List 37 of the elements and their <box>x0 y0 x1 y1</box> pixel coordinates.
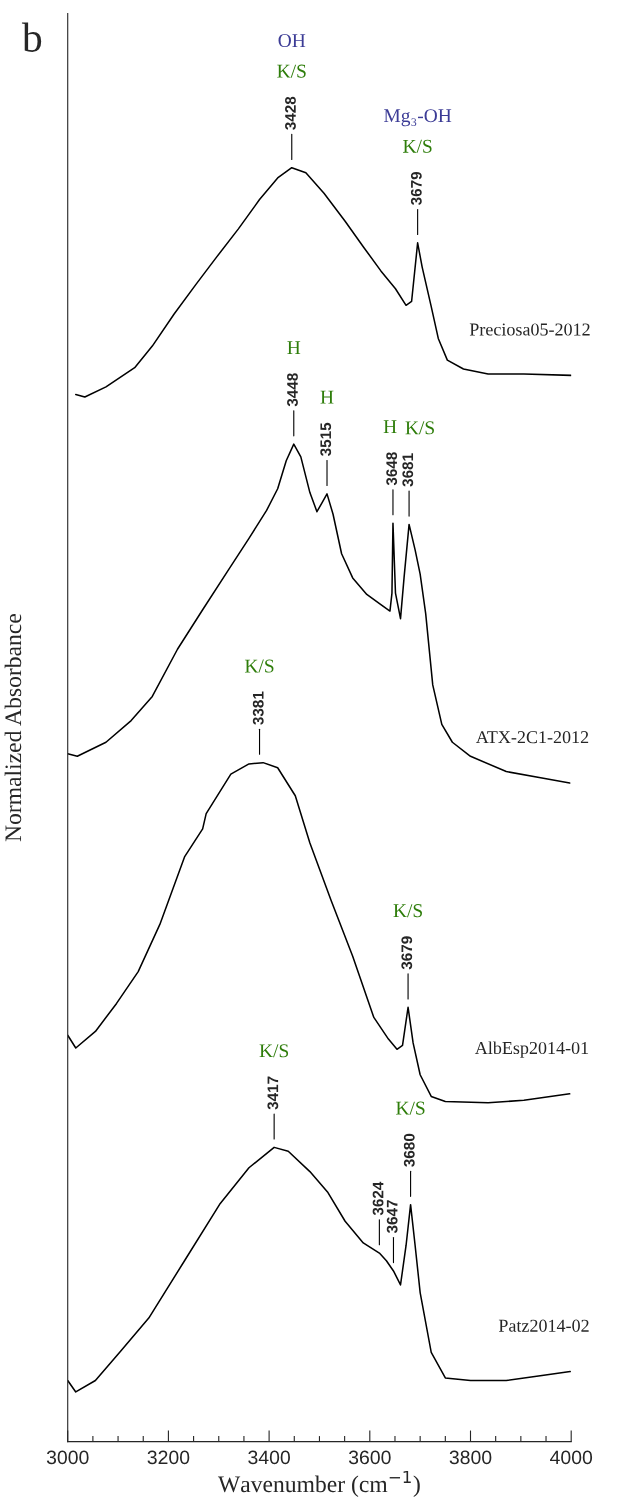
x-tick-label: 3000 <box>46 1450 89 1465</box>
annotation: K/S <box>244 659 274 673</box>
x-tick-label: 3200 <box>147 1450 190 1465</box>
text: OH <box>278 34 306 48</box>
annotation: K/S <box>393 904 422 918</box>
annotation: 3679 <box>410 171 422 206</box>
annotation: 3679 <box>401 936 413 970</box>
annotation: 3448 <box>287 373 298 407</box>
text: b <box>21 22 42 52</box>
series-label: Preciosa05-2012 <box>469 323 590 336</box>
annotation: 3647 <box>386 1200 398 1234</box>
y-axis-title: Normalized Absorbance <box>4 614 22 842</box>
x-tick-label: 3600 <box>348 1450 391 1465</box>
annotation: H <box>383 420 397 433</box>
annotation: K/S <box>259 1044 289 1058</box>
annotation: H <box>320 390 334 404</box>
series-label: ATX-2C1-2012 <box>475 731 589 744</box>
text: K/S <box>403 139 432 153</box>
annotation: 3428 <box>285 96 296 130</box>
annotation: 3381 <box>252 691 264 725</box>
annotation: 3515 <box>320 422 332 456</box>
x-axis-title: Wavenumber (cm$^{−1}$) <box>217 1470 420 1497</box>
text: Mg₃-OH <box>384 109 452 127</box>
x-tick-label: 4000 <box>550 1450 593 1465</box>
annotation: 3624 <box>372 1181 384 1216</box>
x-tick-label: 3800 <box>449 1450 492 1465</box>
annotation: H <box>287 341 301 354</box>
x-tick-label: 3400 <box>248 1450 290 1465</box>
text: Patz2014-02 <box>498 1319 589 1332</box>
annotation: 3648 <box>386 452 398 486</box>
text: AlbEsp2014-01 <box>474 1041 589 1058</box>
annotation: K/S <box>405 421 434 435</box>
annotation: 3680 <box>403 1133 415 1167</box>
annotation: 3681 <box>402 453 414 487</box>
annotation: 3417 <box>267 1076 279 1110</box>
annotation: K/S <box>396 1101 425 1115</box>
text: K/S <box>277 64 306 78</box>
